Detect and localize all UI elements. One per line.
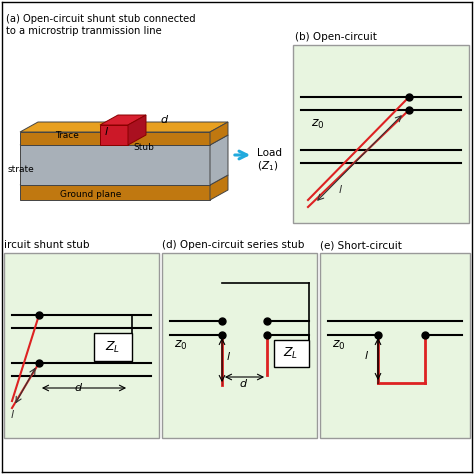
Text: Load: Load — [257, 148, 282, 158]
Polygon shape — [210, 135, 228, 185]
Text: $l$: $l$ — [104, 125, 109, 137]
Polygon shape — [210, 122, 228, 145]
Text: $(Z_1)$: $(Z_1)$ — [257, 159, 278, 173]
Polygon shape — [20, 122, 228, 132]
Bar — [162, 253, 317, 438]
Bar — [293, 45, 469, 223]
Polygon shape — [20, 135, 228, 145]
Text: (e) Short-circuit: (e) Short-circuit — [320, 240, 402, 250]
Text: ircuit shunt stub: ircuit shunt stub — [4, 240, 90, 250]
Bar — [274, 340, 309, 367]
Polygon shape — [128, 115, 146, 145]
Text: $d$: $d$ — [160, 113, 169, 125]
Bar — [94, 333, 132, 361]
Text: (d) Open-circuit series stub: (d) Open-circuit series stub — [162, 240, 304, 250]
Text: strate: strate — [8, 165, 35, 174]
Polygon shape — [100, 125, 128, 145]
Bar — [4, 253, 159, 438]
Text: (b) Open-circuit: (b) Open-circuit — [295, 32, 377, 42]
Text: $l$: $l$ — [226, 350, 231, 362]
Polygon shape — [20, 185, 210, 200]
Polygon shape — [20, 145, 210, 185]
Text: $Z_L$: $Z_L$ — [283, 346, 299, 361]
Text: $Z_L$: $Z_L$ — [105, 339, 120, 355]
Text: to a microstrip tranmission line: to a microstrip tranmission line — [6, 26, 162, 36]
Text: $l$: $l$ — [364, 349, 369, 361]
Polygon shape — [20, 175, 228, 185]
Text: $z_0$: $z_0$ — [311, 118, 325, 131]
Text: Stub: Stub — [133, 143, 154, 152]
Bar — [320, 253, 470, 438]
Text: $d$: $d$ — [74, 381, 83, 393]
Text: (a) Open-circuit shunt stub connected: (a) Open-circuit shunt stub connected — [6, 14, 196, 24]
Text: $l$: $l$ — [10, 408, 15, 420]
Polygon shape — [210, 175, 228, 200]
Polygon shape — [100, 115, 146, 125]
Text: $l$: $l$ — [338, 183, 343, 195]
Polygon shape — [20, 132, 210, 145]
Text: Trace: Trace — [55, 131, 79, 140]
Text: $d$: $d$ — [239, 377, 248, 389]
Text: Ground plane: Ground plane — [60, 190, 121, 199]
Text: $z_0$: $z_0$ — [174, 339, 188, 352]
Text: $z_0$: $z_0$ — [332, 339, 346, 352]
